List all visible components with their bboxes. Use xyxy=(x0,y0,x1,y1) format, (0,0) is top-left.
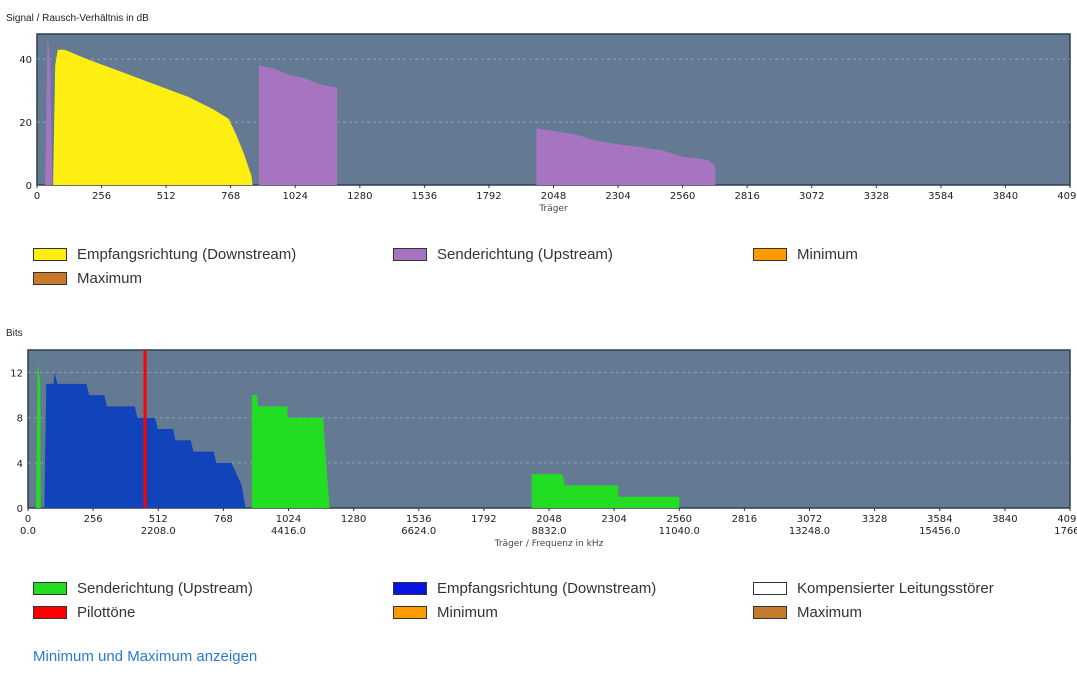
snr-xtick-label: 1024 xyxy=(283,191,308,202)
bits-swatch-maximum xyxy=(753,605,787,619)
snr-legend: Empfangsrichtung (Downstream) Sendericht… xyxy=(33,242,1077,290)
bits-xtick-label: 2816 xyxy=(732,514,757,525)
snr-xtick-label: 3072 xyxy=(799,191,824,202)
snr-legend-upstream[interactable]: Senderichtung (Upstream) xyxy=(393,242,753,266)
bits-xtick-label: 768 xyxy=(214,514,233,525)
bits-xtick-label: 1280 xyxy=(341,514,366,525)
bits-chart-title: Bits xyxy=(6,328,23,339)
snr-chart: 0 256 512 768 1024 1280 1536 1792 2048 2304 2560 28… xyxy=(19,33,1077,214)
bits-swatch-upstream xyxy=(33,581,67,595)
bits-ytick-label: 12 xyxy=(10,369,23,380)
bits-swatch-pilot xyxy=(33,605,67,619)
bits-legend: Senderichtung (Upstream) Empfangsrichtun… xyxy=(33,576,1077,624)
bits-legend-label: Pilottöne xyxy=(77,603,136,621)
snr-xtick-label: 3584 xyxy=(928,191,953,202)
bits-freq-label: 4416.0 xyxy=(271,526,306,537)
bits-xtick-label: 256 xyxy=(84,514,103,525)
snr-legend-downstream[interactable]: Empfangsrichtung (Downstream) xyxy=(33,242,393,266)
bits-xtick-label: 3584 xyxy=(927,514,952,525)
bits-freq-label: 8832.0 xyxy=(532,526,567,537)
bits-xtick-label: 1792 xyxy=(471,514,496,525)
bits-xtick-label: 2048 xyxy=(536,514,561,525)
snr-xtick-label: 1536 xyxy=(412,191,437,202)
bits-ytick-label: 0 xyxy=(17,504,23,515)
snr-legend-label: Maximum xyxy=(77,269,143,287)
snr-xtick-label: 0 xyxy=(34,191,40,202)
snr-xtick-label: 4096 xyxy=(1057,191,1077,202)
show-minmax-link[interactable]: Minimum und Maximum anzeigen xyxy=(33,648,258,665)
bits-xtick-label: 0 xyxy=(25,514,31,525)
snr-xtick-label: 2816 xyxy=(734,191,759,202)
bits-legend-downstream[interactable]: Empfangsrichtung (Downstream) xyxy=(393,576,753,600)
snr-chart-title: Signal / Rausch-Verhältnis in dB xyxy=(6,13,149,24)
bits-freq-label: 11040.0 xyxy=(659,526,700,537)
bits-xaxis-label: Träger / Frequenz in kHz xyxy=(494,539,604,549)
bits-series-upstream xyxy=(36,361,680,508)
snr-xtick-label: 512 xyxy=(157,191,176,202)
snr-swatch-maximum xyxy=(33,271,67,285)
bits-freq-label: 6624.0 xyxy=(401,526,436,537)
bits-ytick-label: 8 xyxy=(17,414,23,425)
snr-xtick-label: 2560 xyxy=(670,191,695,202)
bits-freq-label: 17664 xyxy=(1054,526,1077,537)
bits-legend-minimum[interactable]: Minimum xyxy=(393,600,753,624)
bits-xtick-label: 1024 xyxy=(276,514,301,525)
bits-swatch-minimum xyxy=(393,605,427,619)
bits-xtick-label: 1536 xyxy=(406,514,431,525)
snr-legend-minimum[interactable]: Minimum xyxy=(753,242,1077,266)
snr-legend-maximum[interactable]: Maximum xyxy=(33,266,393,290)
bits-xtick-label: 2304 xyxy=(601,514,626,525)
bits-legend-pilot[interactable]: Pilottöne xyxy=(33,600,393,624)
snr-xtick-label: 3328 xyxy=(864,191,889,202)
snr-xtick-label: 2304 xyxy=(605,191,630,202)
bits-legend-upstream[interactable]: Senderichtung (Upstream) xyxy=(33,576,393,600)
snr-series-downstream xyxy=(53,49,253,186)
snr-legend-label: Minimum xyxy=(797,245,858,263)
bits-legend-compensated[interactable]: Kompensierter Leitungsstörer xyxy=(753,576,1077,600)
snr-xtick-label: 768 xyxy=(221,191,240,202)
snr-legend-label: Senderichtung (Upstream) xyxy=(437,245,613,263)
bits-freq-label: 2208.0 xyxy=(141,526,176,537)
snr-xaxis-label: Träger xyxy=(538,204,568,214)
snr-swatch-minimum xyxy=(753,247,787,261)
snr-series-upstream xyxy=(45,37,716,185)
snr-xtick-label: 1792 xyxy=(476,191,501,202)
bits-legend-label: Empfangsrichtung (Downstream) xyxy=(437,579,657,597)
snr-swatch-upstream xyxy=(393,247,427,261)
snr-xtick-label: 1280 xyxy=(347,191,372,202)
bits-legend-label: Kompensierter Leitungsstörer xyxy=(797,579,994,597)
bits-legend-label: Senderichtung (Upstream) xyxy=(77,579,253,597)
snr-swatch-downstream xyxy=(33,247,67,261)
bits-legend-label: Maximum xyxy=(797,603,863,621)
snr-xtick-label: 256 xyxy=(92,191,111,202)
bits-chart: 0 256 512 768 1024 1280 1536 1792 2048 2304 2560 28… xyxy=(10,349,1077,549)
bits-xtick-label: 2560 xyxy=(667,514,692,525)
bits-freq-label: 0.0 xyxy=(20,526,36,537)
bits-xtick-label: 4096 xyxy=(1057,514,1077,525)
bits-swatch-compensated xyxy=(753,581,787,595)
bits-legend-label: Minimum xyxy=(437,603,498,621)
bits-ytick-label: 4 xyxy=(17,459,23,470)
snr-ytick-label: 20 xyxy=(19,118,32,129)
snr-xtick-label: 3840 xyxy=(993,191,1018,202)
snr-legend-label: Empfangsrichtung (Downstream) xyxy=(77,245,297,263)
bits-legend-maximum[interactable]: Maximum xyxy=(753,600,1077,624)
bits-freq-label: 15456.0 xyxy=(919,526,960,537)
bits-xtick-label: 3328 xyxy=(862,514,887,525)
bits-xtick-label: 512 xyxy=(149,514,168,525)
snr-ytick-label: 0 xyxy=(26,181,32,192)
bits-swatch-downstream xyxy=(393,581,427,595)
bits-xtick-label: 3072 xyxy=(797,514,822,525)
bits-freq-label: 13248.0 xyxy=(789,526,830,537)
snr-xtick-label: 2048 xyxy=(541,191,566,202)
snr-ytick-label: 40 xyxy=(19,55,32,66)
bits-xtick-label: 3840 xyxy=(992,514,1017,525)
